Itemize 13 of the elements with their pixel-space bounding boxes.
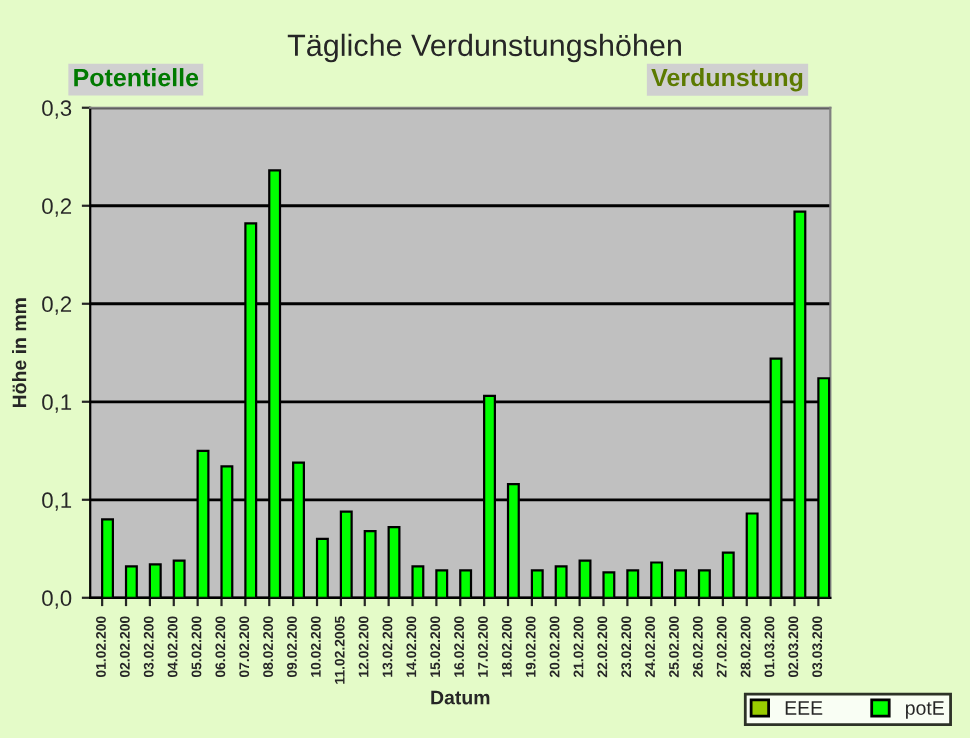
y-tick-label: 0,1 <box>42 394 72 413</box>
legend-label: EEE <box>785 701 823 715</box>
y-tick-label: 0,0 <box>42 590 72 609</box>
text: Potentielle <box>74 68 199 87</box>
text: Verdunstung <box>651 68 803 92</box>
chart-title: Tägliche Verdunstungshöhen <box>287 33 681 63</box>
x-axis-title: Datum <box>431 690 490 705</box>
y-tick-label: 0,2 <box>42 296 72 315</box>
legend-label: potE <box>906 701 944 719</box>
y-tick-label: 0,1 <box>42 492 72 511</box>
y-tick-label: 0,2 <box>42 198 72 217</box>
y-tick-label: 0,3 <box>42 100 72 119</box>
y-axis-title: Höhe in mm <box>12 298 27 408</box>
